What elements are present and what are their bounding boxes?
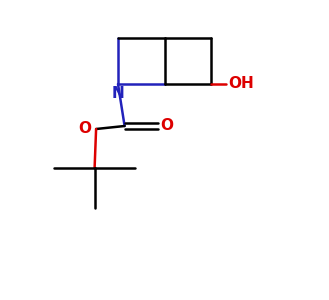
Text: O: O bbox=[161, 118, 174, 134]
Text: N: N bbox=[112, 85, 124, 100]
Text: O: O bbox=[79, 122, 91, 136]
Text: OH: OH bbox=[228, 76, 254, 92]
